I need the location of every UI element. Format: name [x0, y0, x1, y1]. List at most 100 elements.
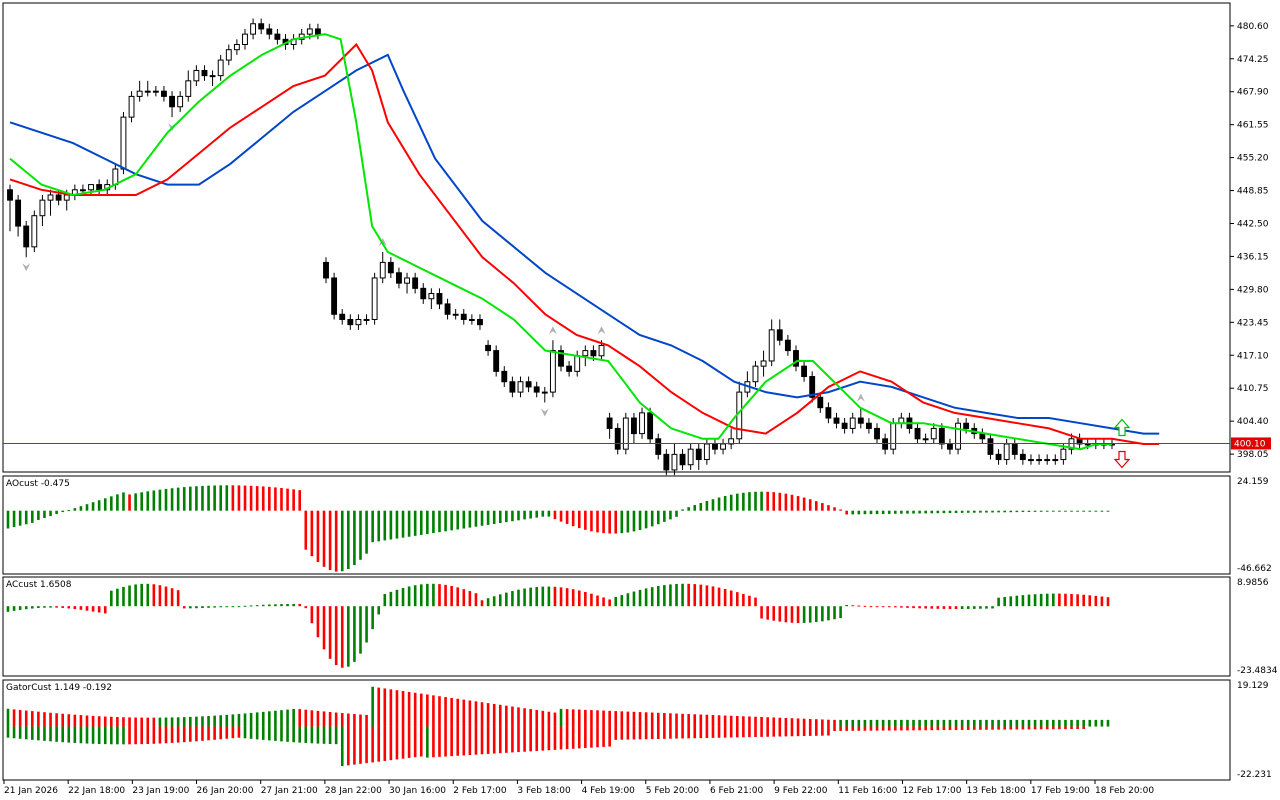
gator-lower-bar [577, 726, 581, 749]
gator-lower-bar [31, 726, 34, 740]
ao-bar [182, 487, 186, 511]
ao-bar [796, 496, 800, 511]
gator-lower-bar [511, 726, 514, 753]
gator-upper-bar [638, 712, 642, 727]
ac-bar [1100, 596, 1104, 607]
ao-bar [650, 510, 654, 527]
ac-pane[interactable] [6, 583, 1110, 668]
gator-lower-bar [620, 726, 624, 740]
ao-bar [1088, 510, 1092, 512]
candle [947, 443, 953, 450]
ao-bar [523, 510, 526, 520]
ao-bar [61, 510, 64, 513]
gator-lower-bar [122, 726, 125, 745]
ac-bar [924, 606, 927, 609]
gator-lower-bar [681, 726, 684, 739]
gator-upper-bar [1052, 719, 1055, 727]
gator-lower-bar [1039, 726, 1043, 730]
gator-lower-bar [802, 726, 806, 737]
candle [647, 412, 654, 440]
ac-bar [547, 586, 551, 607]
candle [306, 28, 313, 35]
ac-bar [523, 588, 526, 607]
gator-lower-bar [249, 726, 253, 739]
candle [7, 189, 13, 201]
ao-bar [1021, 510, 1025, 513]
candle [1068, 438, 1075, 450]
pane-frame [2, 2, 1231, 473]
gator-lower-bar [292, 726, 295, 743]
gator-pane[interactable] [6, 686, 1110, 767]
ac-bar [322, 606, 326, 650]
gator-lower-bar [650, 726, 654, 740]
candle [128, 95, 135, 118]
pane-min-label: -46.662 [1237, 564, 1272, 574]
gator-lower-bar [213, 726, 216, 740]
ac-bar [972, 606, 976, 609]
ac-bar [693, 584, 697, 607]
gator-upper-bar [821, 719, 824, 727]
gator-lower-bar [1021, 726, 1025, 730]
gator-upper-bar [91, 715, 95, 727]
ao-bar [778, 492, 782, 511]
ao-bar [960, 510, 964, 513]
gator-upper-bar [97, 716, 101, 727]
gator-upper-bar [486, 703, 490, 727]
gator-lower-bar [833, 726, 836, 731]
ao-bar [328, 510, 332, 571]
ao-bar [681, 509, 684, 511]
gator-lower-bar [1027, 726, 1031, 730]
ac-bar [474, 593, 478, 607]
ao-bar [79, 506, 83, 511]
gator-upper-bar [12, 709, 16, 727]
ac-bar [286, 604, 289, 607]
price-tick-label: 461.55 [1237, 121, 1269, 131]
candle [55, 194, 62, 201]
gator-upper-bar [705, 714, 709, 727]
ac-bar [255, 605, 259, 607]
ao-bar [231, 485, 235, 511]
ac-bar [195, 606, 198, 609]
ao-pane[interactable] [6, 485, 1110, 572]
ac-bar [632, 591, 636, 607]
ao-bar [462, 510, 466, 529]
ao-bar [857, 510, 861, 515]
ao-bar [255, 486, 259, 511]
gator-lower-bar [936, 726, 940, 731]
gator-lower-bar [742, 726, 745, 738]
price-pane[interactable] [3, 18, 1230, 476]
gator-upper-bar [31, 711, 34, 727]
candle [930, 427, 937, 440]
ac-bar [608, 599, 611, 607]
ac-bar [754, 597, 757, 607]
gator-upper-bar [1027, 719, 1031, 727]
ao-bar [298, 490, 302, 511]
ao-bar [492, 510, 496, 524]
ac-bar [772, 606, 776, 621]
ao-bar [766, 491, 769, 511]
ao-bar [687, 507, 690, 511]
pane-frame [2, 576, 1231, 677]
ao-bar [377, 510, 381, 542]
gator-lower-bar [796, 726, 800, 737]
gator-lower-bar [857, 726, 861, 731]
ao-bar [268, 486, 271, 511]
gator-lower-bar [432, 726, 435, 758]
gator-upper-bar [389, 689, 393, 727]
candle [760, 360, 767, 367]
gator-lower-bar [596, 726, 599, 748]
ao-bar [590, 510, 593, 532]
ac-bar [91, 606, 95, 612]
candle [217, 59, 224, 77]
ac-bar [182, 606, 186, 609]
gator-lower-bar [790, 726, 794, 737]
gator-upper-bar [274, 710, 277, 727]
gator-upper-bar [942, 719, 946, 727]
gator-lower-bar [948, 726, 952, 731]
candle [590, 350, 597, 357]
candle [136, 90, 143, 97]
gator-lower-bar [225, 726, 229, 739]
gator-lower-bar [85, 726, 89, 744]
gator-lower-bar [310, 726, 314, 744]
